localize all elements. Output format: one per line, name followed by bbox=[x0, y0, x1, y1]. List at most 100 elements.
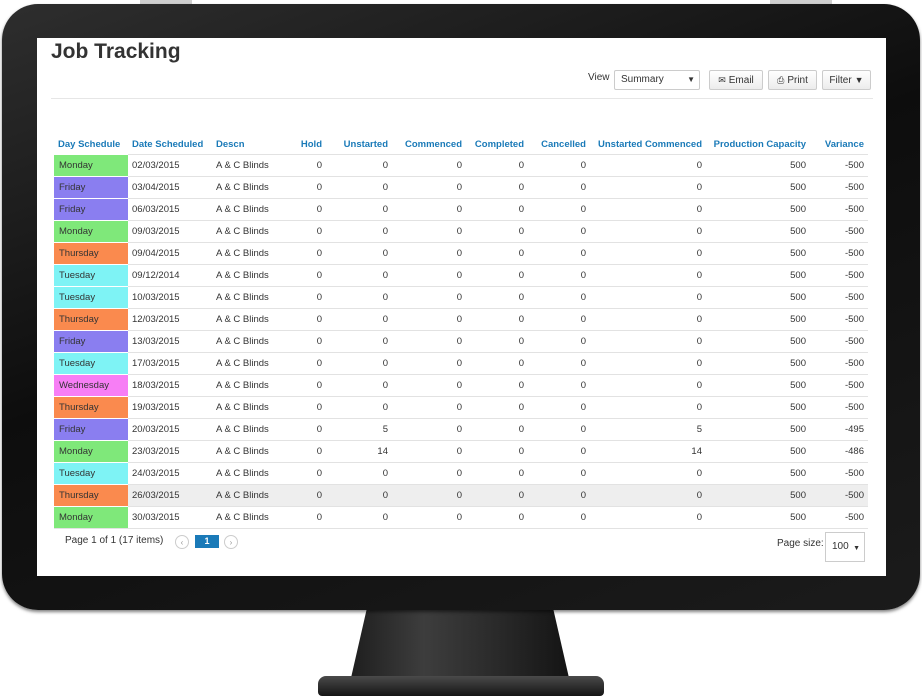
table-row[interactable]: Monday 09/03/2015 A & C Blinds 0 0 0 0 0 0 500 -50… bbox=[54, 220, 868, 243]
descn-cell: A & C Blinds bbox=[212, 198, 290, 221]
unstarted-cell: 14 bbox=[326, 440, 392, 463]
col-production-capacity[interactable]: Production Capacity bbox=[713, 138, 806, 150]
descn-cell: A & C Blinds bbox=[212, 308, 290, 331]
page-1-button[interactable]: 1 bbox=[195, 535, 219, 548]
col-unstarted-commenced[interactable]: Unstarted Commenced bbox=[598, 138, 702, 150]
unstarted-cell: 0 bbox=[326, 396, 392, 419]
completed-cell: 0 bbox=[466, 220, 528, 243]
print-button[interactable]: ⎙ Print bbox=[768, 70, 817, 90]
table-row[interactable]: Monday 30/03/2015 A & C Blinds 0 0 0 0 0 0 500 -50… bbox=[54, 506, 868, 529]
cancelled-cell: 0 bbox=[528, 462, 590, 485]
table-row[interactable]: Friday 06/03/2015 A & C Blinds 0 0 0 0 0 0 500 -50… bbox=[54, 198, 868, 221]
variance-cell: -500 bbox=[810, 176, 868, 199]
col-commenced[interactable]: Commenced bbox=[404, 138, 462, 150]
col-day-schedule[interactable]: Day Schedule bbox=[58, 138, 121, 150]
day-cell: Thursday bbox=[54, 484, 128, 507]
commenced-cell: 0 bbox=[392, 242, 466, 265]
hold-cell: 0 bbox=[290, 418, 326, 441]
table-row[interactable]: Friday 03/04/2015 A & C Blinds 0 0 0 0 0 0 500 -50… bbox=[54, 176, 868, 199]
commenced-cell: 0 bbox=[392, 308, 466, 331]
cancelled-cell: 0 bbox=[528, 308, 590, 331]
unstarted-cell: 5 bbox=[326, 418, 392, 441]
table-row[interactable]: Tuesday 17/03/2015 A & C Blinds 0 0 0 0 0 0 500 -5… bbox=[54, 352, 868, 375]
day-cell: Tuesday bbox=[54, 264, 128, 287]
completed-cell: 0 bbox=[466, 396, 528, 419]
col-variance[interactable]: Variance bbox=[824, 138, 864, 150]
commenced-cell: 0 bbox=[392, 352, 466, 375]
production-capacity-cell: 500 bbox=[706, 264, 810, 287]
commenced-cell: 0 bbox=[392, 418, 466, 441]
monitor-stand-neck bbox=[349, 600, 571, 684]
email-button[interactable]: ✉ Email bbox=[709, 70, 763, 90]
hold-cell: 0 bbox=[290, 352, 326, 375]
col-unstarted[interactable]: Unstarted bbox=[343, 138, 388, 150]
caret-down-icon: ▼ bbox=[687, 75, 695, 84]
unstarted-commenced-cell: 0 bbox=[590, 462, 706, 485]
commenced-cell: 0 bbox=[392, 330, 466, 353]
prev-page-button[interactable]: ‹ bbox=[175, 535, 189, 549]
completed-cell: 0 bbox=[466, 198, 528, 221]
hold-cell: 0 bbox=[290, 396, 326, 419]
view-select[interactable]: Summary ▼ bbox=[614, 70, 700, 90]
table-row[interactable]: Friday 13/03/2015 A & C Blinds 0 0 0 0 0 0 500 -50… bbox=[54, 330, 868, 353]
envelope-icon: ✉ bbox=[718, 74, 726, 85]
hold-cell: 0 bbox=[290, 154, 326, 177]
table-row[interactable]: Tuesday 24/03/2015 A & C Blinds 0 0 0 0 0 0 500 -5… bbox=[54, 462, 868, 485]
completed-cell: 0 bbox=[466, 374, 528, 397]
table-row[interactable]: Thursday 09/04/2015 A & C Blinds 0 0 0 0 0 0 500-… bbox=[54, 242, 868, 265]
table-row[interactable]: Monday 02/03/2015 A & C Blinds 0 0 0 0 0 0 500 -50… bbox=[54, 154, 868, 177]
col-completed[interactable]: Completed bbox=[474, 138, 524, 150]
descn-cell: A & C Blinds bbox=[212, 484, 290, 507]
funnel-icon: ▼ bbox=[854, 75, 864, 85]
variance-cell: -500 bbox=[810, 484, 868, 507]
completed-cell: 0 bbox=[466, 506, 528, 529]
col-hold[interactable]: Hold bbox=[300, 138, 322, 150]
page-size-value: 100 bbox=[832, 541, 849, 552]
unstarted-cell: 0 bbox=[326, 154, 392, 177]
print-button-label: Print bbox=[787, 74, 808, 86]
col-cancelled[interactable]: Cancelled bbox=[541, 138, 586, 150]
cancelled-cell: 0 bbox=[528, 242, 590, 265]
day-cell: Friday bbox=[54, 176, 128, 199]
hold-cell: 0 bbox=[290, 484, 326, 507]
col-descn[interactable]: Descn bbox=[216, 138, 245, 150]
production-capacity-cell: 500 bbox=[706, 242, 810, 265]
date-cell: 26/03/2015 bbox=[128, 484, 212, 507]
production-capacity-cell: 500 bbox=[706, 154, 810, 177]
hold-cell: 0 bbox=[290, 220, 326, 243]
unstarted-commenced-cell: 0 bbox=[590, 154, 706, 177]
table-row[interactable]: Monday 23/03/2015 A & C Blinds 0 14 0 0 0 14 500-… bbox=[54, 440, 868, 463]
date-cell: 10/03/2015 bbox=[128, 286, 212, 309]
descn-cell: A & C Blinds bbox=[212, 396, 290, 419]
descn-cell: A & C Blinds bbox=[212, 352, 290, 375]
table-row[interactable]: Wednesday 18/03/2015 A & C Blinds 0 0 0 0 0 0 500… bbox=[54, 374, 868, 397]
commenced-cell: 0 bbox=[392, 286, 466, 309]
hold-cell: 0 bbox=[290, 198, 326, 221]
unstarted-cell: 0 bbox=[326, 462, 392, 485]
production-capacity-cell: 500 bbox=[706, 506, 810, 529]
next-page-button[interactable]: › bbox=[224, 535, 238, 549]
descn-cell: A & C Blinds bbox=[212, 286, 290, 309]
cancelled-cell: 0 bbox=[528, 154, 590, 177]
completed-cell: 0 bbox=[466, 484, 528, 507]
date-cell: 02/03/2015 bbox=[128, 154, 212, 177]
date-cell: 19/03/2015 bbox=[128, 396, 212, 419]
filter-button[interactable]: Filter ▼ bbox=[822, 70, 871, 90]
table-row[interactable]: Tuesday 09/12/2014 A & C Blinds 0 0 0 0 0 0 500 -5… bbox=[54, 264, 868, 287]
table-row[interactable]: Thursday 26/03/2015 A & C Blinds 0 0 0 0 0 0 500-… bbox=[54, 484, 868, 507]
table-row[interactable]: Thursday 12/03/2015 A & C Blinds 0 0 0 0 0 0 500-… bbox=[54, 308, 868, 331]
commenced-cell: 0 bbox=[392, 484, 466, 507]
hold-cell: 0 bbox=[290, 330, 326, 353]
page-size-select[interactable]: 100 ▼ bbox=[825, 532, 865, 562]
unstarted-commenced-cell: 0 bbox=[590, 264, 706, 287]
table-row[interactable]: Thursday 19/03/2015 A & C Blinds 0 0 0 0 0 0 500-… bbox=[54, 396, 868, 419]
day-cell: Monday bbox=[54, 154, 128, 177]
table-row[interactable]: Friday 20/03/2015 A & C Blinds 0 5 0 0 0 5 500 -49… bbox=[54, 418, 868, 441]
cancelled-cell: 0 bbox=[528, 330, 590, 353]
col-date-scheduled[interactable]: Date Scheduled bbox=[132, 138, 204, 150]
variance-cell: -500 bbox=[810, 462, 868, 485]
table-row[interactable]: Tuesday 10/03/2015 A & C Blinds 0 0 0 0 0 0 500 -5… bbox=[54, 286, 868, 309]
pager-summary: Page 1 of 1 (17 items) bbox=[65, 535, 164, 546]
variance-cell: -500 bbox=[810, 154, 868, 177]
hold-cell: 0 bbox=[290, 264, 326, 287]
